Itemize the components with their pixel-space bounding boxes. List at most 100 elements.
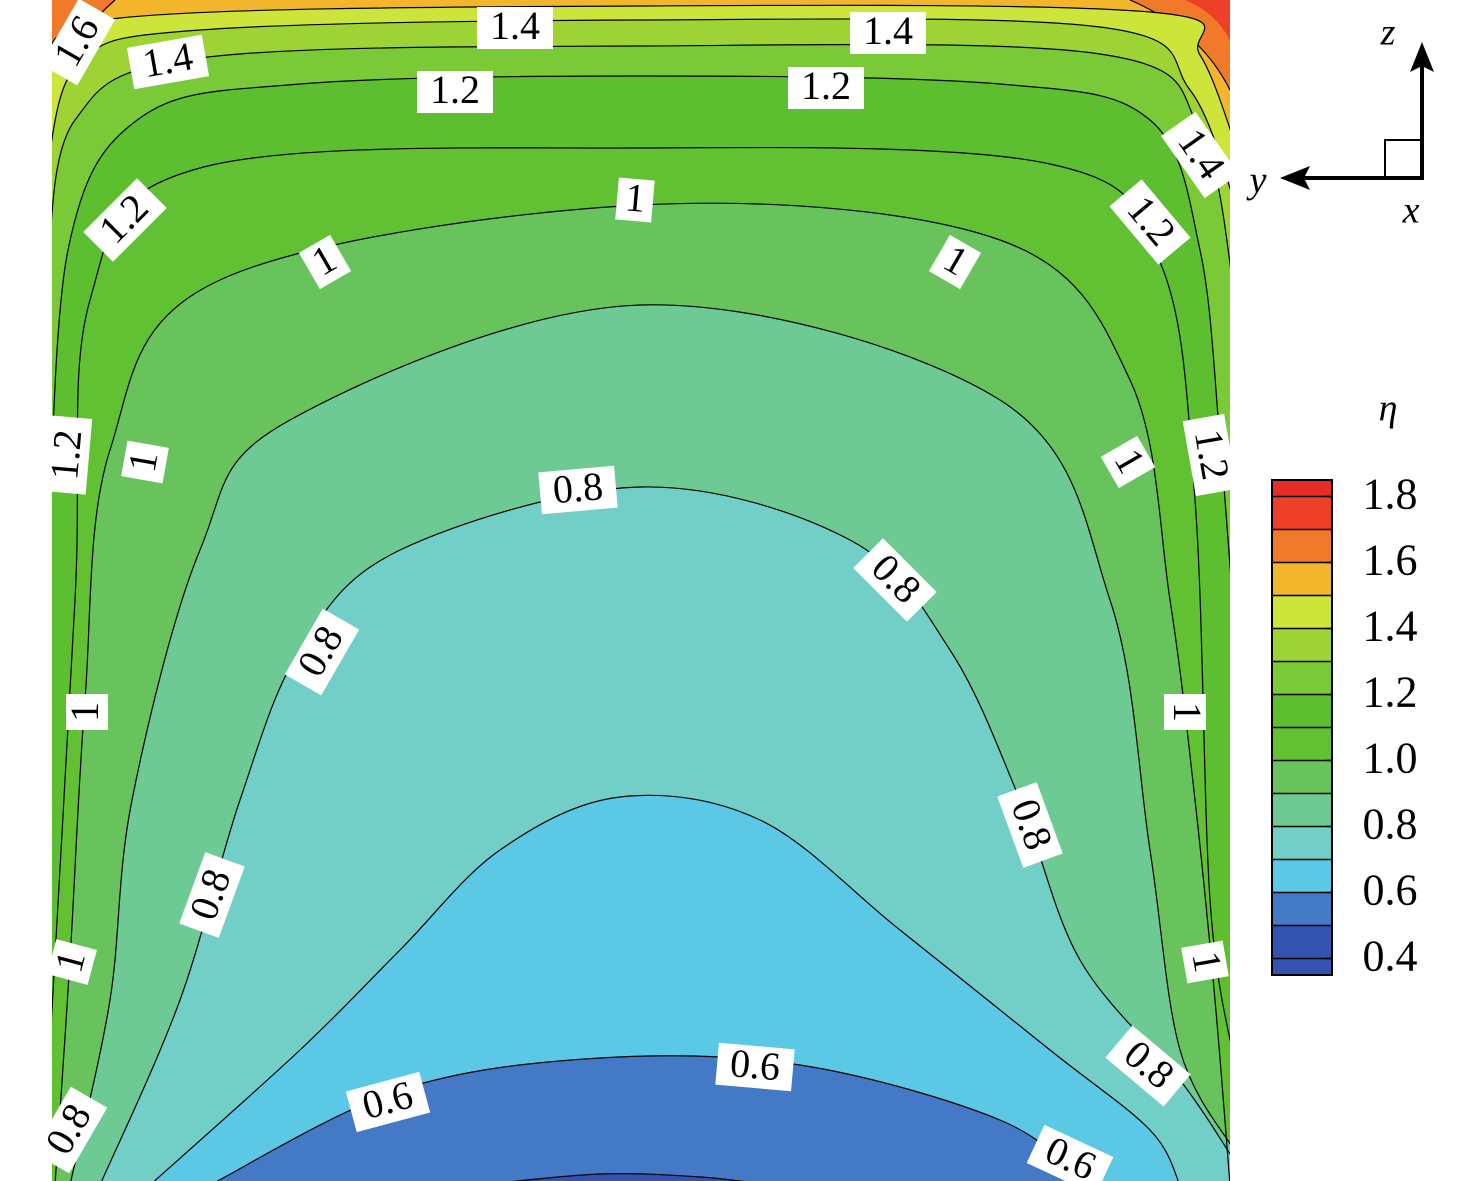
contour-label-box xyxy=(284,608,360,696)
contour-line xyxy=(70,304,1230,1181)
contour-label-box xyxy=(997,782,1063,868)
contour-label-text: 1.2 xyxy=(1186,426,1239,483)
contour-label-box xyxy=(788,67,864,109)
contour-label-text: 1.2 xyxy=(41,428,90,482)
contour-line xyxy=(52,75,1230,574)
contour-line xyxy=(52,146,1230,1043)
contour-label: 1.2 xyxy=(1182,413,1239,497)
contour-label-box xyxy=(928,234,982,290)
contour-label-text: 0.8 xyxy=(551,463,605,512)
contour-field xyxy=(52,0,1230,1181)
contour-label-text: 1.4 xyxy=(139,33,196,86)
colorbar-band xyxy=(1272,793,1332,827)
colorbar-band xyxy=(1272,826,1332,860)
contour-label-text: 1 xyxy=(1165,702,1210,722)
contour-label-box xyxy=(715,1042,795,1092)
colorbar-band xyxy=(1272,529,1332,563)
contour-label: 1 xyxy=(615,174,655,223)
contour-label-box xyxy=(1164,694,1206,730)
contour-label: 1 xyxy=(45,939,97,985)
contour-label: 1.4 xyxy=(477,3,553,49)
contour-label: 0.6 xyxy=(715,1040,795,1092)
right-angle-mark xyxy=(1384,139,1423,179)
band-region xyxy=(1130,0,1230,90)
contour-label-text: 1.2 xyxy=(430,67,480,112)
contour-label-text: 1.2 xyxy=(801,63,851,108)
contour-label-box xyxy=(615,177,655,223)
contour-label: 1 xyxy=(1164,694,1210,730)
contour-label-box xyxy=(66,694,108,730)
contour-line xyxy=(54,202,1230,1181)
contour-label-box xyxy=(853,538,937,622)
contour-label-box xyxy=(179,852,245,938)
contour-label-box xyxy=(477,7,553,49)
colorbar-band xyxy=(1272,958,1332,975)
contour-label-box xyxy=(43,415,93,495)
y-arrow-head xyxy=(1280,166,1310,190)
colorbar-band xyxy=(1272,694,1332,728)
contour-label-box xyxy=(47,939,97,985)
colorbar-tick-label: 0.8 xyxy=(1363,800,1418,849)
contour-label-box xyxy=(298,234,352,290)
contour-label-text: 1 xyxy=(62,702,107,722)
colorbar-tick-label: 1.6 xyxy=(1363,536,1418,585)
contour-label-box xyxy=(40,0,116,86)
contour-label-box xyxy=(126,34,210,90)
contour-label-box xyxy=(1161,111,1239,199)
z-arrow-head xyxy=(1410,42,1434,72)
contour-label-box xyxy=(83,178,167,262)
colorbar-tick-label: 0.4 xyxy=(1363,932,1418,981)
contour-label-text: 0.6 xyxy=(728,1040,782,1089)
contour-label-box xyxy=(1182,413,1238,497)
band-region xyxy=(517,1173,740,1181)
colorbar-tick-label: 1.4 xyxy=(1363,602,1418,651)
colorbar-band xyxy=(1272,480,1332,497)
contour-label-text: 1 xyxy=(623,174,647,221)
contour-label-box xyxy=(345,1071,431,1133)
x-label: x xyxy=(1402,190,1420,232)
colorbar-band xyxy=(1272,661,1332,695)
colorbar-title: η xyxy=(1379,388,1398,430)
colorbar-band xyxy=(1272,628,1332,662)
contour-line xyxy=(52,43,1230,269)
contour-label: 0.8 xyxy=(538,463,618,515)
contour-label-box xyxy=(1100,435,1156,489)
contour-label: 1 xyxy=(62,694,108,730)
colorbar-band xyxy=(1272,595,1332,629)
colorbar-band xyxy=(1272,496,1332,530)
colorbar-tick-label: 1.8 xyxy=(1363,470,1418,519)
contour-label: 1 xyxy=(1181,940,1231,984)
colorbar-frame xyxy=(1271,479,1333,976)
contour-label-box xyxy=(850,12,926,54)
y-label: y xyxy=(1246,160,1267,202)
contour-line xyxy=(153,794,1179,1181)
contour-line xyxy=(101,486,1230,1181)
contour-label-box xyxy=(121,440,169,484)
contour-label: 1 xyxy=(119,440,169,484)
colorbar-band xyxy=(1272,925,1332,959)
contour-label-box xyxy=(1109,179,1191,265)
contour-label-box xyxy=(1105,1025,1191,1107)
contour-label: 1.2 xyxy=(417,67,493,113)
band-region xyxy=(217,1055,1086,1181)
colorbar-tick-label: 1.2 xyxy=(1363,668,1418,717)
contour-label-box xyxy=(417,71,493,113)
colorbar-tick-label: 0.6 xyxy=(1363,866,1418,915)
band-region xyxy=(1185,0,1230,40)
contour-label-text: 1.4 xyxy=(490,3,540,48)
contour-label-text: 1.4 xyxy=(863,8,913,53)
z-label: z xyxy=(1380,12,1396,54)
contour-label-box xyxy=(538,465,618,515)
contour-label-box xyxy=(1181,940,1229,984)
contour-label: 1.4 xyxy=(126,33,210,90)
colorbar-band xyxy=(1272,562,1332,596)
colorbar-band xyxy=(1272,760,1332,794)
colorbar-band xyxy=(1272,727,1332,761)
colorbar-band xyxy=(1272,892,1332,926)
contour-label: 1.4 xyxy=(850,8,926,54)
contour-label-box xyxy=(32,1086,108,1174)
contour-label: 1.2 xyxy=(41,415,93,495)
axis-triad: z y x xyxy=(1246,12,1434,232)
